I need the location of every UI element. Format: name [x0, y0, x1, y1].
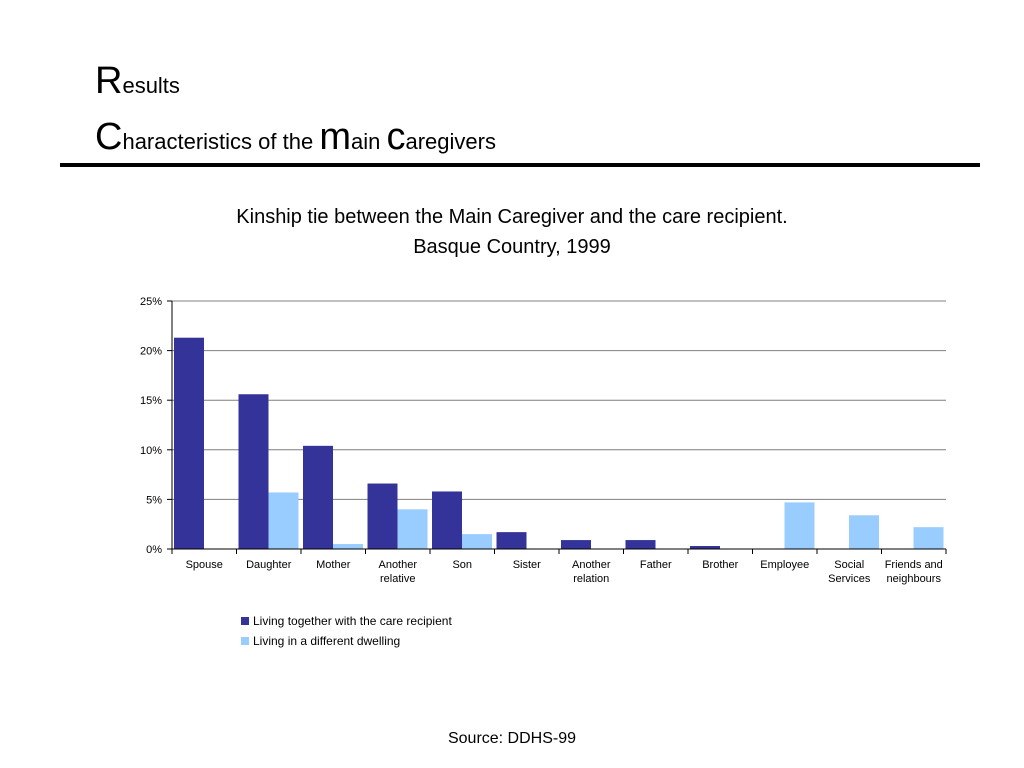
bar-different-dwelling [462, 534, 492, 549]
x-tick-label: Friends and [885, 559, 943, 571]
slide-subtitle: Characteristics of the main caregivers [95, 118, 496, 156]
bar-different-dwelling [397, 509, 428, 549]
bar-living-together [561, 540, 591, 549]
subtitle-part: ain [350, 129, 387, 154]
subtitle-part: C [95, 116, 123, 158]
x-tick-label: Mother [316, 559, 351, 571]
legend-swatch [241, 637, 249, 645]
x-tick-label: Employee [760, 559, 809, 571]
bar-living-together [367, 483, 398, 549]
chart-title: Kinship tie between the Main Caregiver a… [0, 202, 1024, 262]
y-tick-label: 10% [140, 445, 162, 457]
x-tick-label: relative [380, 573, 415, 585]
bar-different-dwelling [913, 527, 944, 549]
bar-different-dwelling [784, 502, 815, 549]
x-tick-label: Son [452, 559, 472, 571]
x-tick-label: Brother [702, 559, 738, 571]
bar-different-dwelling [333, 544, 363, 549]
bar-different-dwelling [268, 492, 299, 549]
x-tick-label: neighbours [887, 573, 942, 585]
subtitle-part: aregivers [405, 129, 496, 154]
subtitle-part: m [319, 116, 351, 158]
x-tick-label: Father [640, 559, 672, 571]
x-tick-label: Another [572, 559, 611, 571]
y-tick-label: 20% [140, 346, 162, 358]
x-tick-label: Social [834, 559, 864, 571]
bar-different-dwelling [849, 515, 879, 549]
chart-title-line-1: Kinship tie between the Main Caregiver a… [236, 206, 788, 228]
subtitle-part: c [386, 116, 406, 158]
legend-label: Living together with the care recipient [253, 614, 452, 628]
y-tick-label: 15% [140, 395, 162, 407]
bar-living-together [690, 546, 720, 549]
y-tick-label: 5% [146, 494, 162, 506]
legend-label: Living in a different dwelling [253, 634, 400, 648]
bar-living-together [174, 337, 204, 549]
bar-living-together [238, 394, 269, 549]
subtitle-part: haracteristics of the [122, 129, 320, 154]
x-tick-label: Another [378, 559, 417, 571]
bar-living-together [303, 445, 333, 549]
y-tick-label: 0% [146, 544, 162, 556]
x-tick-label: Daughter [246, 559, 292, 571]
slide-title-rest: esults [122, 73, 180, 98]
x-tick-label: Sister [513, 559, 541, 571]
title-divider [60, 163, 980, 167]
legend-swatch [241, 617, 249, 625]
y-tick-label: 25% [140, 296, 162, 308]
bar-living-together [625, 540, 656, 549]
x-tick-label: Services [828, 573, 871, 585]
bar-living-together [432, 491, 462, 549]
chart-title-line-2: Basque Country, 1999 [413, 236, 611, 258]
source-note: Source: DDHS-99 [447, 730, 577, 747]
x-tick-label: relation [573, 573, 609, 585]
slide-title-initial: R [95, 60, 123, 102]
slide-title: Results [95, 62, 180, 100]
bar-living-together [496, 532, 527, 549]
x-tick-label: Spouse [186, 559, 223, 571]
